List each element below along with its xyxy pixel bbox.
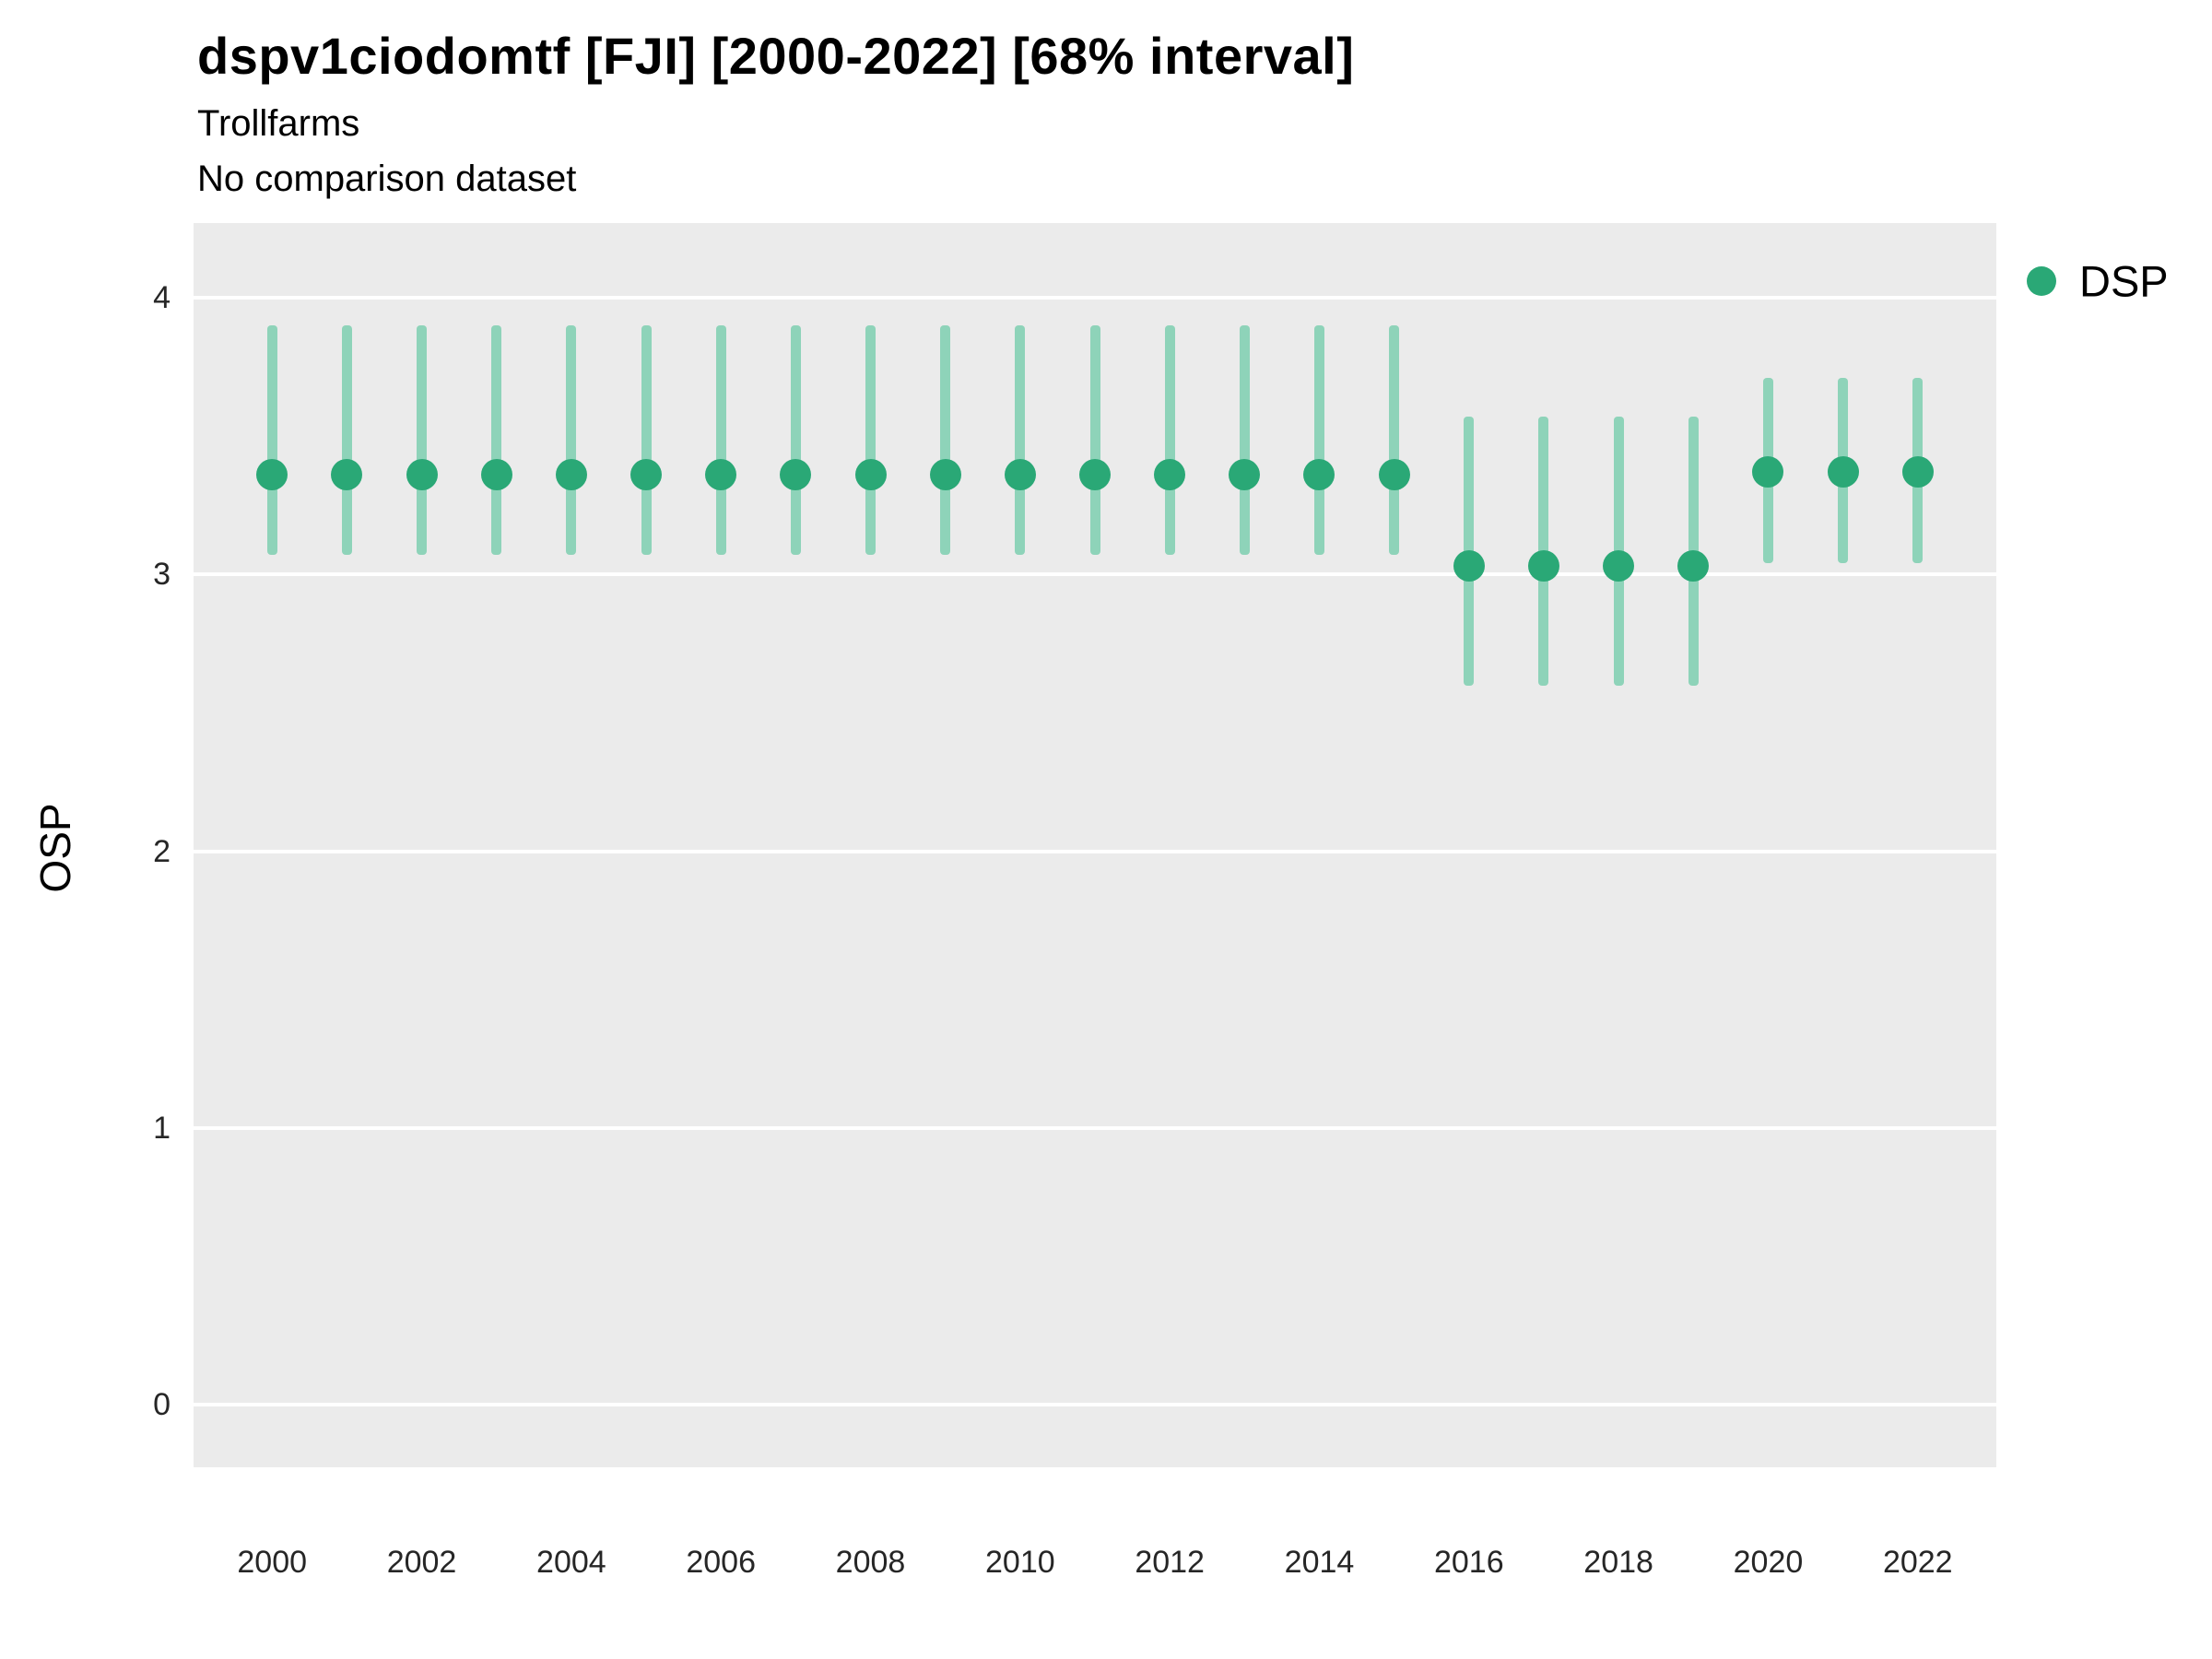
chart-title: dspv1ciodomtf [FJI] [2000-2022] [68% int… [197, 27, 1355, 85]
data-point [406, 459, 438, 491]
y-tick-label: 3 [153, 557, 171, 593]
data-point [480, 459, 512, 491]
interval-bar [1239, 325, 1250, 556]
data-point [705, 459, 737, 491]
data-point [1079, 459, 1111, 491]
gridline-y-3 [194, 572, 1996, 577]
interval-bar [715, 325, 726, 556]
comparison-note: No comparison dataset [197, 159, 577, 199]
y-tick-label: 2 [153, 833, 171, 869]
interval-bar [1313, 325, 1324, 556]
data-point [854, 459, 887, 491]
legend-marker-icon [2027, 266, 2056, 296]
x-tick-label: 2016 [1433, 1545, 1504, 1580]
x-tick-label: 2020 [1733, 1545, 1804, 1580]
data-point [1303, 459, 1335, 491]
y-tick-label: 4 [153, 280, 171, 316]
data-point [1229, 459, 1261, 491]
interval-bar [1389, 325, 1400, 556]
interval-bar [491, 325, 502, 556]
data-point [1527, 550, 1559, 582]
x-tick-label: 2004 [536, 1545, 606, 1580]
y-axis-title: OSP [31, 803, 79, 893]
x-tick-label: 2000 [237, 1545, 308, 1580]
gridline-y-1 [194, 1126, 1996, 1131]
interval-bar [940, 325, 951, 556]
data-point [1004, 459, 1036, 491]
interval-bar [1015, 325, 1026, 556]
interval-bar [1164, 325, 1175, 556]
x-tick-label: 2018 [1583, 1545, 1653, 1580]
data-point [331, 459, 363, 491]
chart-subtitle: Trollfarms [197, 103, 360, 144]
gridline-y-0 [194, 1403, 1996, 1407]
data-point [1901, 456, 1934, 488]
data-point [929, 459, 961, 491]
data-point [780, 459, 812, 491]
data-point [555, 459, 587, 491]
data-point [256, 459, 288, 491]
plot-panel [194, 223, 1996, 1467]
x-tick-label: 2010 [985, 1545, 1055, 1580]
gridline-y-2 [194, 849, 1996, 853]
interval-bar [865, 325, 876, 556]
x-tick-label: 2014 [1284, 1545, 1355, 1580]
data-point [1154, 459, 1186, 491]
data-point [1603, 550, 1635, 582]
x-tick-label: 2022 [1882, 1545, 1953, 1580]
data-point [630, 459, 663, 491]
data-point [1453, 550, 1485, 582]
interval-bar [1089, 325, 1100, 556]
x-tick-label: 2006 [686, 1545, 756, 1580]
x-tick-label: 2012 [1135, 1545, 1205, 1580]
y-tick-label: 0 [153, 1387, 171, 1423]
data-point [1378, 459, 1410, 491]
interval-bar [341, 325, 352, 556]
data-point [1677, 550, 1710, 582]
y-tick-label: 1 [153, 1111, 171, 1147]
interval-bar [641, 325, 652, 556]
legend-label: DSP [2079, 256, 2169, 306]
interval-bar [417, 325, 428, 556]
data-point [1827, 456, 1859, 488]
x-tick-label: 2002 [386, 1545, 457, 1580]
x-tick-label: 2008 [835, 1545, 906, 1580]
interval-bar [266, 325, 277, 556]
data-point [1752, 456, 1784, 488]
interval-bar [790, 325, 801, 556]
interval-bar [566, 325, 577, 556]
gridline-y-4 [194, 296, 1996, 300]
